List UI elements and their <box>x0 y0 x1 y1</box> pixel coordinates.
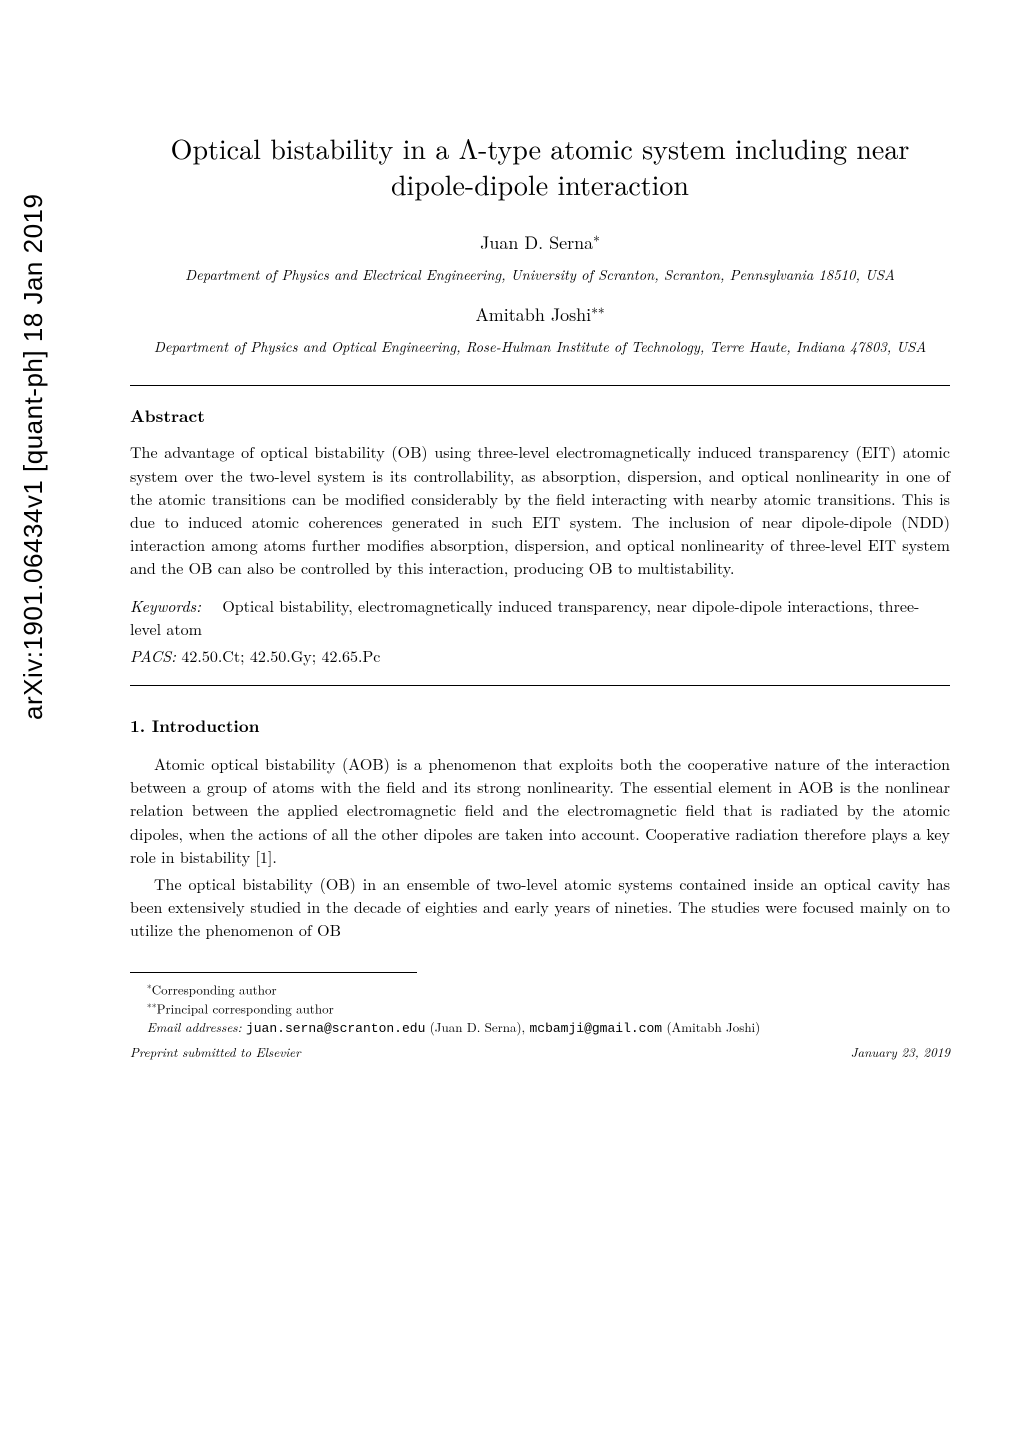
rule-above-abstract <box>130 385 950 386</box>
email-1: juan.serna@scranton.edu <box>246 1021 425 1036</box>
pacs-label: PACS: <box>130 644 176 667</box>
paper-title: Optical bistability in a Λ-type atomic s… <box>130 130 950 203</box>
author-2: Amitabh Joshi∗∗ <box>130 299 950 327</box>
affiliation-2: Department of Physics and Optical Engine… <box>130 337 950 357</box>
author-2-marker: ∗∗ <box>591 299 605 318</box>
pacs-text: 42.50.Ct; 42.50.Gy; 42.65.Pc <box>181 644 380 667</box>
preprint-left: Preprint submitted to Elsevier <box>130 1042 301 1061</box>
keywords-label: Keywords: <box>130 594 201 617</box>
page-content: Optical bistability in a Λ-type atomic s… <box>130 0 950 1101</box>
arxiv-id-banner: arXiv:1901.06434v1 [quant-ph] 18 Jan 201… <box>18 194 49 720</box>
footnote-2-text: Principal corresponding author <box>157 998 334 1017</box>
section-1-heading: 1. Introduction <box>130 714 950 738</box>
author-2-name: Amitabh Joshi <box>475 302 591 327</box>
abstract-text: The advantage of optical bistability (OB… <box>130 440 950 579</box>
author-1-name: Juan D. Serna <box>480 230 593 255</box>
footnote-corresponding-2: ∗∗Principal corresponding author <box>130 998 950 1018</box>
preprint-line: Preprint submitted to Elsevier January 2… <box>130 1042 950 1061</box>
footnote-rule <box>130 972 417 973</box>
author-1-marker: ∗ <box>593 227 600 246</box>
author-1: Juan D. Serna∗ <box>130 227 950 255</box>
email-2-name: (Amitabh Joshi) <box>666 1017 760 1036</box>
footnote-1-text: Corresponding author <box>152 979 277 998</box>
rule-below-abstract <box>130 685 950 686</box>
intro-para-2: The optical bistability (OB) in an ensem… <box>130 872 950 942</box>
pacs: PACS: 42.50.Ct; 42.50.Gy; 42.65.Pc <box>130 644 950 667</box>
footnote-emails: Email addresses: juan.serna@scranton.edu… <box>130 1018 950 1038</box>
footnote-corresponding-1: ∗Corresponding author <box>130 979 950 999</box>
email-label: Email addresses: <box>147 1017 242 1036</box>
intro-para-1: Atomic optical bistability (AOB) is a ph… <box>130 752 950 868</box>
abstract-heading: Abstract <box>130 404 950 428</box>
keywords-text: Optical bistability, electromagnetically… <box>130 594 919 640</box>
preprint-right: January 23, 2019 <box>851 1042 950 1061</box>
email-2: mcbamji@gmail.com <box>529 1021 662 1036</box>
email-1-name: (Juan D. Serna) <box>430 1017 522 1036</box>
footnote-2-marker: ∗∗ <box>147 997 157 1011</box>
keywords: Keywords: Optical bistability, electroma… <box>130 594 950 640</box>
affiliation-1: Department of Physics and Electrical Eng… <box>130 265 950 285</box>
